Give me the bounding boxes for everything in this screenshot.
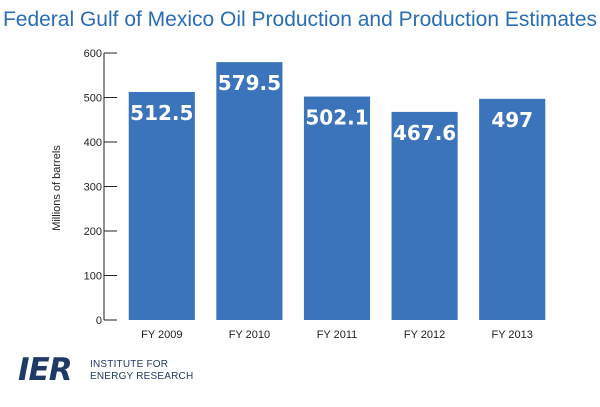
- y-axis-label: Millions of barrels: [51, 145, 63, 231]
- y-axis: 0 100 200 300 400 500 600: [84, 48, 117, 327]
- x-tick-label: FY 2013: [492, 329, 533, 341]
- bar: [128, 91, 195, 320]
- bar-value-label: 497: [491, 108, 533, 132]
- bar-value-label: 579.5: [218, 71, 281, 95]
- y-tick-label: 300: [84, 182, 102, 194]
- bars: 512.5 579.5 502.1 467.6 497: [128, 62, 546, 321]
- x-tick-label: FY 2012: [404, 329, 445, 341]
- bar-value-label: 467.6: [393, 121, 456, 145]
- y-tick-label: 200: [84, 226, 102, 238]
- x-axis: FY 2009 FY 2010 FY 2011 FY 2012 FY 2013: [141, 329, 533, 341]
- y-tick-label: 500: [84, 93, 102, 105]
- chart-title: Federal Gulf of Mexico Oil Production an…: [2, 8, 598, 31]
- y-tick-label: 400: [84, 137, 102, 149]
- bar: [303, 96, 371, 321]
- y-tick-label: 100: [84, 271, 102, 283]
- x-tick-label: FY 2011: [317, 329, 358, 341]
- bar-value-label: 502.1: [305, 106, 368, 130]
- x-tick-label: FY 2009: [141, 329, 182, 341]
- bar: [479, 98, 546, 321]
- logo-text-line1: INSTITUTE FOR: [90, 359, 169, 370]
- x-tick-label: FY 2010: [229, 329, 270, 341]
- bar-value-label: 512.5: [130, 101, 193, 125]
- bar: [216, 62, 283, 321]
- logo-text-line2: ENERGY RESEARCH: [90, 371, 194, 382]
- y-tick-label: 0: [96, 315, 102, 327]
- y-tick-label: 600: [84, 48, 102, 60]
- logo-mark: IER: [18, 352, 73, 388]
- bar: [391, 111, 458, 320]
